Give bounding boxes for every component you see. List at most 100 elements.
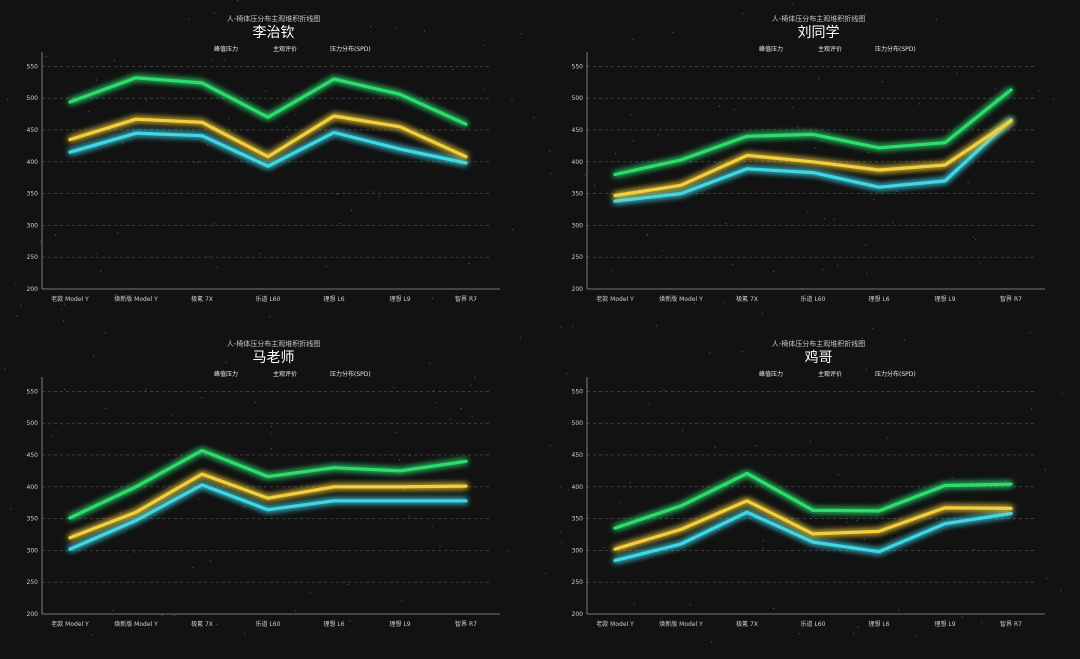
chart-subtitle: 鸡哥 bbox=[805, 349, 833, 366]
legend-label: 主观评价 bbox=[818, 45, 842, 53]
series-line-3 bbox=[613, 471, 1013, 530]
legend-label: 主观评价 bbox=[273, 45, 297, 53]
data-point bbox=[134, 76, 138, 80]
series-line-1 bbox=[68, 483, 468, 551]
background-dots bbox=[6, 0, 535, 322]
data-point bbox=[464, 499, 468, 503]
data-point bbox=[943, 484, 947, 487]
legend-label: 压力分布(SPD) bbox=[875, 45, 916, 53]
x-tick-label: 焕新版 Model Y bbox=[659, 620, 703, 628]
data-point bbox=[745, 510, 749, 514]
x-axis: 老款 Model Y 焕新版 Model Y 极氪 7X 乐道 L60 理想 L6 理想 … bbox=[51, 620, 477, 628]
data-point bbox=[332, 77, 336, 81]
background-dots bbox=[549, 3, 1055, 315]
data-point bbox=[613, 559, 617, 562]
data-point bbox=[464, 122, 468, 126]
background-dots bbox=[545, 325, 1063, 643]
y-tick-label: 500 bbox=[572, 420, 584, 427]
x-tick-label: 焕新版 Model Y bbox=[659, 295, 703, 303]
y-tick-label: 500 bbox=[572, 95, 584, 102]
y-tick-label: 400 bbox=[27, 484, 39, 491]
y-tick-label: 250 bbox=[572, 254, 584, 261]
data-point bbox=[877, 509, 881, 513]
data-point bbox=[613, 199, 617, 203]
data-point bbox=[464, 161, 468, 165]
data-point bbox=[266, 155, 270, 159]
y-axis: 200 250 300 350 400 450 500 550 bbox=[572, 63, 1035, 293]
data-point bbox=[613, 173, 617, 176]
data-point bbox=[134, 519, 138, 522]
data-point bbox=[68, 150, 72, 154]
legend-label: 压力分布(SPD) bbox=[330, 45, 371, 53]
x-tick-label: 理想 L9 bbox=[389, 620, 410, 628]
y-tick-label: 550 bbox=[27, 63, 39, 70]
data-point bbox=[811, 540, 815, 544]
x-axis: 老款 Model Y 焕新版 Model Y 极氪 7X 乐道 L60 理想 L6 理想 … bbox=[596, 295, 1022, 303]
legend-label: 峰值压力 bbox=[759, 45, 783, 53]
data-point bbox=[877, 185, 881, 189]
x-tick-label: 理想 L6 bbox=[323, 295, 344, 303]
legend-label: 压力分布(SPD) bbox=[875, 370, 916, 378]
data-point bbox=[811, 508, 815, 512]
y-axis: 200 250 300 350 400 450 500 550 bbox=[27, 388, 490, 618]
legend-label: 峰值压力 bbox=[214, 45, 238, 53]
data-point bbox=[398, 485, 402, 489]
x-tick-label: 理想 L6 bbox=[868, 620, 889, 628]
y-tick-label: 400 bbox=[27, 159, 39, 166]
y-tick-label: 350 bbox=[27, 191, 39, 198]
x-tick-label: 理想 L6 bbox=[323, 620, 344, 628]
data-point bbox=[811, 532, 815, 536]
data-point bbox=[1009, 119, 1013, 123]
data-point bbox=[332, 466, 336, 470]
data-point bbox=[398, 469, 402, 473]
data-point bbox=[943, 141, 947, 145]
x-tick-label: 理想 L9 bbox=[934, 620, 955, 628]
data-point bbox=[398, 499, 402, 503]
data-point bbox=[266, 475, 270, 478]
legend: 峰值压力 主观评价 压力分布(SPD) bbox=[188, 370, 371, 378]
data-point bbox=[877, 168, 881, 172]
y-tick-label: 200 bbox=[27, 611, 39, 618]
data-point bbox=[68, 516, 72, 520]
x-tick-label: 焕新版 Model Y bbox=[114, 620, 158, 628]
data-point bbox=[1009, 88, 1013, 92]
y-tick-label: 350 bbox=[572, 191, 584, 198]
y-tick-label: 450 bbox=[27, 127, 39, 134]
data-point bbox=[68, 100, 72, 104]
background-dots bbox=[4, 332, 521, 636]
y-tick-label: 500 bbox=[27, 95, 39, 102]
y-tick-label: 350 bbox=[572, 516, 584, 523]
data-point bbox=[464, 484, 468, 488]
x-tick-label: 极氪 7X bbox=[736, 295, 758, 303]
x-tick-label: 老款 Model Y bbox=[51, 620, 89, 628]
x-tick-label: 智界 R7 bbox=[1000, 295, 1022, 303]
data-point bbox=[134, 485, 138, 489]
data-point bbox=[200, 449, 204, 452]
chart-title: 人-椅体压分布主观堆积折线图 bbox=[772, 339, 866, 348]
y-tick-label: 200 bbox=[27, 286, 39, 293]
x-tick-label: 老款 Model Y bbox=[596, 620, 634, 628]
data-point bbox=[613, 526, 617, 530]
data-point bbox=[464, 459, 468, 463]
x-tick-label: 乐道 L60 bbox=[256, 295, 281, 303]
data-point bbox=[200, 483, 204, 487]
x-tick-label: 老款 Model Y bbox=[51, 295, 89, 303]
legend: 峰值压力 主观评价 压力分布(SPD) bbox=[733, 370, 916, 378]
y-tick-label: 500 bbox=[27, 420, 39, 427]
y-tick-label: 350 bbox=[27, 516, 39, 523]
data-point bbox=[332, 499, 336, 503]
y-tick-label: 200 bbox=[572, 611, 584, 618]
data-point bbox=[679, 192, 683, 196]
x-tick-label: 极氪 7X bbox=[191, 295, 213, 303]
x-tick-label: 智界 R7 bbox=[455, 295, 477, 303]
x-tick-label: 乐道 L60 bbox=[801, 295, 826, 303]
data-point bbox=[745, 134, 749, 138]
data-point bbox=[877, 146, 881, 150]
y-tick-label: 300 bbox=[27, 222, 39, 229]
x-tick-label: 理想 L9 bbox=[934, 295, 955, 303]
data-point bbox=[943, 179, 947, 183]
chart-subtitle: 马老师 bbox=[253, 350, 295, 366]
y-tick-label: 550 bbox=[27, 388, 39, 395]
data-point bbox=[398, 92, 402, 96]
